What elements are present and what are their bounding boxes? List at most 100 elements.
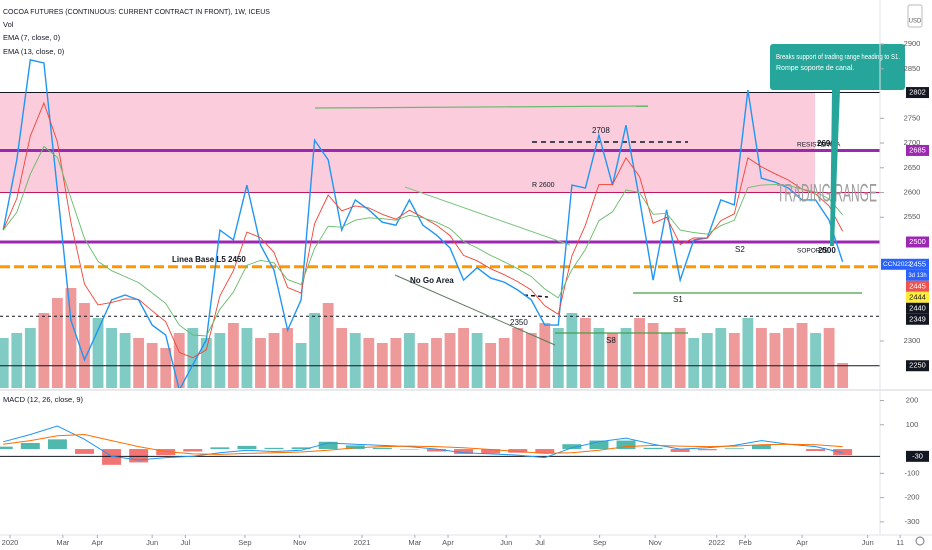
y-tick-label: 2900 <box>904 39 921 48</box>
annotation: S1 <box>673 295 683 304</box>
macd-histogram-bar <box>833 449 853 456</box>
annotation: Linea Base L5 2450 <box>172 255 246 264</box>
volume-bar <box>837 363 849 388</box>
x-tick-label: Mar <box>56 538 69 547</box>
legend-entry: Vol <box>3 20 14 29</box>
volume-bar <box>431 338 442 388</box>
y-tick-label: -100 <box>904 468 919 477</box>
volume-bar <box>11 333 23 388</box>
annotation: R 2600 <box>532 182 555 189</box>
x-tick-label: Mar <box>408 538 421 547</box>
volume-bar <box>498 338 510 388</box>
y-tick-label: 2850 <box>904 64 921 73</box>
volume-bar <box>783 328 794 388</box>
callout-pointer <box>830 90 840 246</box>
annotation: Breaks support of trading range heading … <box>776 54 900 61</box>
macd-tag <box>906 450 929 462</box>
price-tag <box>881 258 929 270</box>
volume-bar <box>38 313 50 388</box>
trend-line <box>394 274 556 346</box>
price-tag-label: 2445 <box>909 281 926 290</box>
level-layer <box>0 92 880 367</box>
macd-histogram-bar <box>0 446 13 450</box>
x-tick-label: Feb <box>739 538 752 547</box>
macd-histogram-bar <box>724 448 744 450</box>
volume-bar <box>647 323 659 388</box>
volume-bar <box>106 328 117 388</box>
macd-histogram-bar <box>481 449 501 454</box>
price-tag <box>906 360 929 372</box>
volume-bar <box>742 318 754 388</box>
axis-layer: 2300 2550 2600 2650 2700 2750 2850 2900 200 100 -1… <box>2 39 921 547</box>
annotation: 2690 <box>817 139 835 148</box>
series-layer <box>2 59 844 388</box>
y-tick-label: 2300 <box>904 336 921 345</box>
macd-histogram-bar <box>508 449 528 453</box>
annotation: 2500 <box>818 246 836 255</box>
macd-histogram-bar <box>237 445 257 450</box>
x-tick-label: Sep <box>593 538 606 547</box>
volume-bar <box>322 303 334 388</box>
volume-bar <box>444 333 456 388</box>
symbol-title: COCOA FUTURES (CONTINUOUS: CURRENT CONTR… <box>3 9 270 16</box>
price-tag-label: 2440 <box>909 303 926 312</box>
volume-bar <box>268 333 280 388</box>
price-tag <box>906 236 929 248</box>
macd-histogram-bar <box>20 442 40 450</box>
y-tick-label: 2550 <box>904 212 921 221</box>
legend-entry: EMA (13, close, 0) <box>3 47 65 56</box>
annotation: S8 <box>606 336 616 345</box>
macd-histogram-bar <box>589 440 609 450</box>
volume-bar <box>227 323 239 388</box>
annotation: Rompe soporte de canal. <box>776 65 854 72</box>
annotation: 2350 <box>510 318 528 327</box>
annotations: Linea Base L5 2450 No Go Area R 2600 270… <box>172 44 905 345</box>
price-tag-label: 2444 <box>909 292 926 301</box>
currency-box[interactable] <box>907 4 923 28</box>
volume-bar <box>715 328 727 388</box>
trend-line <box>404 186 571 246</box>
header: COCOA FUTURES (CONTINUOUS: CURRENT CONTR… <box>3 4 923 404</box>
macd-histogram-bar <box>806 449 826 451</box>
volume-bar <box>661 333 673 388</box>
macd-histogram-bar <box>535 449 555 454</box>
volume-bar <box>133 338 145 388</box>
y-tick-label: -300 <box>904 517 919 526</box>
x-tick-label: 2022 <box>708 538 725 547</box>
y-tick-label: 2700 <box>904 138 921 147</box>
x-tick-label: Apr <box>92 538 104 547</box>
price-tag <box>906 144 929 156</box>
macd-histogram-bar <box>562 444 582 450</box>
macd-histogram-bar <box>697 449 717 451</box>
macd-histogram-bar <box>454 449 474 454</box>
x-tick-label: Sep <box>238 538 251 547</box>
macd-histogram-bar <box>75 449 94 454</box>
trend-line <box>314 105 649 109</box>
price-tag-symbol: CCN2022 <box>883 261 912 268</box>
x-tick-label: Jul <box>535 538 545 547</box>
volume-bar <box>200 338 212 388</box>
volume-bar <box>92 318 104 388</box>
volume-bar <box>674 328 686 388</box>
macd-histogram-bar <box>291 447 311 450</box>
x-tick-label: Jun <box>500 538 512 547</box>
volume-bar <box>634 318 645 388</box>
volume-bar <box>403 333 415 388</box>
volume-bar <box>471 333 483 388</box>
macd-tag-label: -30 <box>912 451 923 460</box>
volume-bar <box>620 328 632 388</box>
volume-bar <box>255 338 266 388</box>
macd-histogram-bar <box>264 447 284 450</box>
x-tick-label: Jun <box>862 538 874 547</box>
volume-bar <box>539 323 551 388</box>
volume-bar <box>769 333 781 388</box>
volume-bar <box>309 313 321 388</box>
annotation: 2708 <box>592 126 610 135</box>
legend-entry: EMA (7, close, 0) <box>3 33 61 42</box>
volume-bar <box>728 333 740 388</box>
settings-icon[interactable] <box>915 536 925 546</box>
x-tick-label: 2020 <box>2 538 19 547</box>
macd-histogram-bar <box>372 447 392 450</box>
volume-bar <box>24 328 36 388</box>
